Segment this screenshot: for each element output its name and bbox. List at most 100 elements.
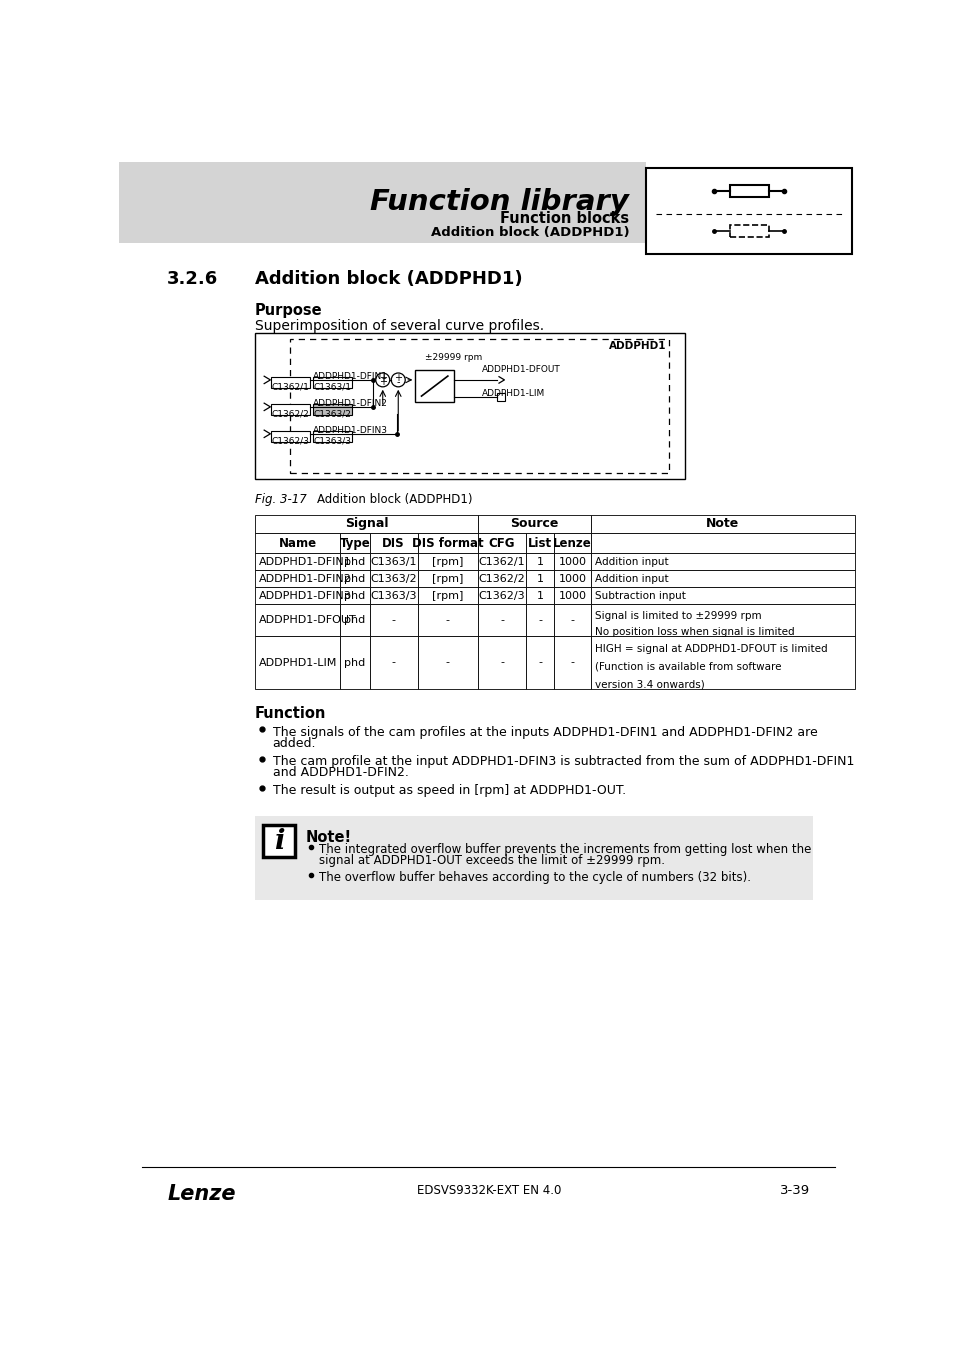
Text: Note!: Note! [305,830,351,845]
Bar [525,603,554,636]
Bar [554,603,591,636]
Text: ADDPHD1-LIM: ADDPHD1-LIM [481,389,544,398]
Text: 1000: 1000 [558,574,586,583]
Bar [369,603,417,636]
Bar [417,603,477,636]
Text: DIS: DIS [382,537,404,549]
Bar [497,393,505,401]
Text: +: + [394,373,402,382]
Text: -: - [570,657,574,667]
Bar [119,162,645,243]
Text: C1363/2: C1363/2 [370,574,416,583]
Bar [729,225,768,238]
Text: +: + [378,377,386,387]
Text: Signal: Signal [344,517,388,531]
Text: version 3.4 onwards): version 3.4 onwards) [595,679,704,690]
Text: -: - [537,616,541,625]
Text: [rpm]: [rpm] [432,590,463,601]
Text: C1363/3: C1363/3 [313,437,351,446]
Text: The signals of the cam profiles at the inputs ADDPHD1-DFIN1 and ADDPHD1-DFIN2 ar: The signals of the cam profiles at the i… [273,726,817,738]
Bar [271,404,310,414]
Text: 1000: 1000 [558,556,586,567]
Text: DIS format: DIS format [412,537,483,549]
Bar [254,636,340,688]
Bar [262,825,294,857]
Text: CFG: CFG [488,537,515,549]
Bar [477,514,591,533]
Text: List: List [527,537,552,549]
Bar [417,636,477,688]
Text: Subtraction input: Subtraction input [595,590,685,601]
Bar [591,533,854,554]
Bar [369,554,417,570]
Text: C1362/3: C1362/3 [272,437,309,446]
Text: -: - [445,657,450,667]
Bar [417,533,477,554]
Text: C1363/2: C1363/2 [314,410,351,418]
Bar [290,339,669,472]
Bar [477,533,525,554]
Text: Superimposition of several curve profiles.: Superimposition of several curve profile… [254,319,543,333]
Bar [554,554,591,570]
Text: Function library: Function library [370,188,629,216]
Text: Addition block (ADDPHD1): Addition block (ADDPHD1) [430,227,629,239]
Bar [369,570,417,587]
Text: -: - [391,657,395,667]
Text: ±29999 rpm: ±29999 rpm [425,352,482,362]
Text: -: - [499,616,503,625]
Text: (Function is available from software: (Function is available from software [595,662,781,672]
Bar [254,514,477,533]
Text: Addition block (ADDPHD1): Addition block (ADDPHD1) [316,493,472,506]
Bar [340,603,369,636]
Bar [477,587,525,603]
Bar [271,431,310,441]
Text: Function blocks: Function blocks [499,212,629,227]
Text: The integrated overflow buffer prevents the increments from getting lost when th: The integrated overflow buffer prevents … [319,844,811,856]
Text: C1363/1: C1363/1 [313,383,351,392]
Bar [525,570,554,587]
Text: ADDPHD1-LIM: ADDPHD1-LIM [258,657,336,667]
Text: ADDPHD1: ADDPHD1 [608,342,666,351]
Text: ADDPHD1-DFOUT: ADDPHD1-DFOUT [481,364,560,374]
Bar [645,169,852,254]
Text: ADDPHD1-DFOUT: ADDPHD1-DFOUT [258,616,356,625]
Bar [591,514,854,533]
Text: HIGH = signal at ADDPHD1-DFOUT is limited: HIGH = signal at ADDPHD1-DFOUT is limite… [595,644,827,655]
Text: Note: Note [705,517,739,531]
Text: C1362/2: C1362/2 [478,574,525,583]
Text: ADDPHD1-DFIN1: ADDPHD1-DFIN1 [313,373,388,381]
Bar [591,570,854,587]
Text: Lenze: Lenze [553,537,592,549]
Bar [254,554,340,570]
Bar [477,636,525,688]
Bar [525,554,554,570]
Text: added.: added. [273,737,315,751]
Text: EDSVS9332K-EXT EN 4.0: EDSVS9332K-EXT EN 4.0 [416,1184,560,1197]
Text: 1: 1 [536,556,543,567]
Bar [340,570,369,587]
Text: Signal is limited to ±29999 rpm: Signal is limited to ±29999 rpm [595,612,760,621]
Text: ADDPHD1-DFIN2: ADDPHD1-DFIN2 [313,400,388,408]
Text: -: - [570,616,574,625]
Text: [rpm]: [rpm] [432,556,463,567]
Bar [254,587,340,603]
Bar [554,636,591,688]
Text: +: + [378,373,386,382]
Text: i: i [274,828,284,855]
Text: Addition input: Addition input [595,556,668,567]
Text: -: - [445,616,450,625]
Text: Lenze: Lenze [167,1184,235,1204]
Text: Source: Source [510,517,558,531]
Bar [271,377,310,387]
Text: Fig. 3-17: Fig. 3-17 [254,493,306,506]
Bar [554,533,591,554]
Bar [477,570,525,587]
Bar [254,603,340,636]
Bar [417,570,477,587]
Text: C1363/1: C1363/1 [370,556,416,567]
Text: 1: 1 [536,590,543,601]
Bar [369,636,417,688]
Text: C1362/1: C1362/1 [272,383,309,392]
Bar [369,533,417,554]
Text: 1000: 1000 [558,590,586,601]
